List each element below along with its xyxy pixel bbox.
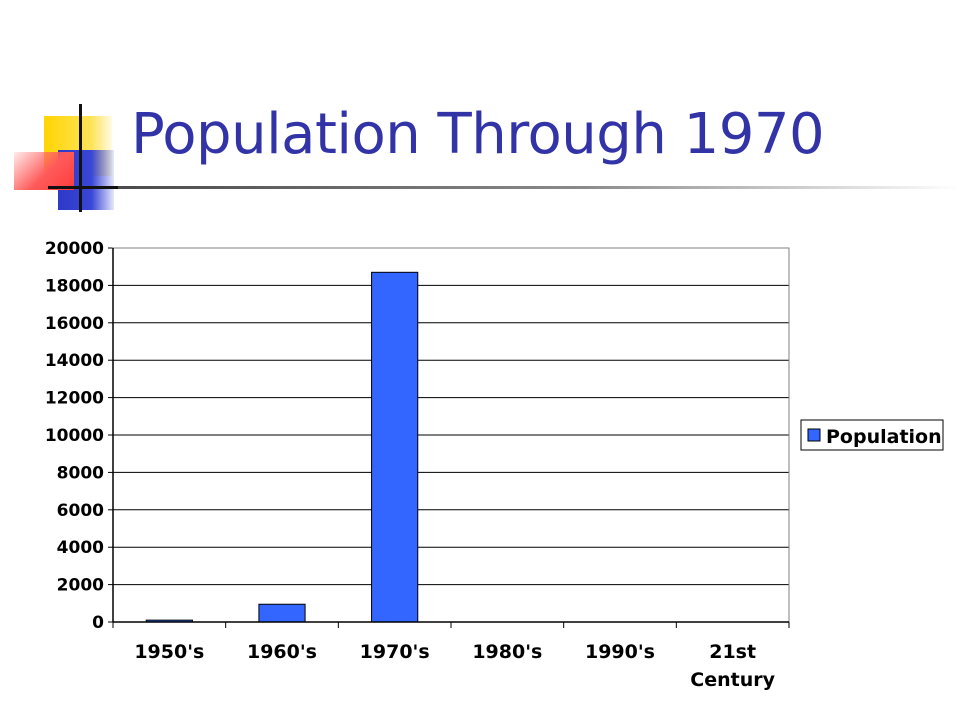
x-tick-label: 1960's bbox=[247, 641, 317, 663]
legend: Population bbox=[800, 419, 944, 451]
y-tick-label: 0 bbox=[92, 613, 104, 633]
title-underline-rule bbox=[118, 186, 960, 189]
gridlines bbox=[113, 247, 789, 623]
legend-box bbox=[800, 419, 944, 451]
legend-swatch bbox=[807, 428, 821, 442]
y-tick-label: 4000 bbox=[57, 538, 104, 558]
x-tick-label: 21st bbox=[709, 641, 756, 663]
y-tick-label: 8000 bbox=[57, 463, 104, 483]
decorative-horizontal-line bbox=[48, 186, 128, 189]
bar bbox=[371, 271, 419, 623]
bar bbox=[258, 603, 306, 623]
x-tick-label: 1990's bbox=[585, 641, 655, 663]
y-tick-label: 14000 bbox=[45, 351, 104, 371]
x-tick-label: 1980's bbox=[472, 641, 542, 663]
y-tick-label: 6000 bbox=[57, 501, 104, 521]
legend-label: Population bbox=[826, 426, 942, 448]
y-tick-label: 16000 bbox=[45, 314, 104, 334]
y-tick-label: 10000 bbox=[45, 426, 104, 446]
y-tick-labels: 0 2000 4000 6000 8000 10000 12000 14000 16000 180… bbox=[45, 239, 104, 633]
y-tick-label: 12000 bbox=[45, 389, 104, 409]
axes bbox=[108, 247, 790, 628]
x-tick-label: Century bbox=[690, 669, 775, 691]
decorative-vertical-line bbox=[79, 104, 82, 212]
x-tick-label: 1970's bbox=[360, 641, 430, 663]
slide-title: Population Through 1970 bbox=[131, 102, 825, 167]
x-tick-label: 1950's bbox=[134, 641, 204, 663]
bars bbox=[145, 271, 419, 623]
y-tick-label: 20000 bbox=[45, 239, 104, 259]
y-tick-label: 18000 bbox=[45, 276, 104, 296]
x-tick-labels: 1950's 1960's 1970's 1980's 1990's 21st Centur… bbox=[134, 641, 775, 691]
y-tick-label: 2000 bbox=[57, 576, 104, 596]
decorative-red-square bbox=[14, 152, 74, 190]
